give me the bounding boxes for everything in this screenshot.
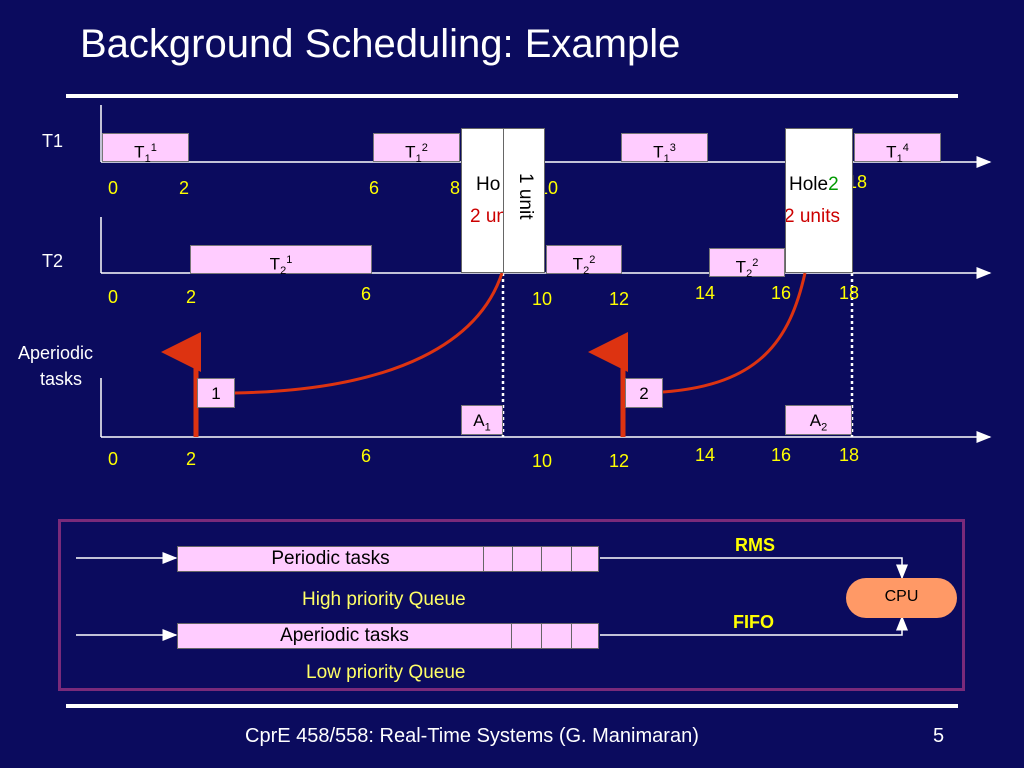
- one-unit-label: 1 unit: [515, 173, 536, 220]
- ap-tick-14: 14: [695, 445, 716, 465]
- t2-tick-18: 18: [839, 283, 860, 303]
- t1-tick-2: 2: [179, 178, 190, 198]
- hole-1-label: Ho: [476, 174, 501, 195]
- task-box-t1-4: T14: [854, 133, 941, 165]
- footer-page-number: 5: [933, 725, 945, 747]
- t2-tick-12: 12: [609, 289, 630, 309]
- t2-tick-16: 16: [771, 283, 792, 303]
- cpu-node: CPU: [846, 578, 957, 618]
- ap-tick-12: 12: [609, 451, 630, 471]
- t2-tick-10: 10: [532, 289, 553, 309]
- ap-tick-16: 16: [771, 445, 792, 465]
- high-priority-caption: High priority Queue: [302, 589, 466, 610]
- periodic-slot-divider: [541, 547, 542, 571]
- aperiodic-slot-divider: [571, 624, 572, 648]
- row-label-t1: T1: [42, 131, 64, 151]
- t2-tick-6: 6: [361, 284, 372, 304]
- queue-arrows: [76, 552, 908, 641]
- task-box-t2-2b: T22: [709, 248, 785, 280]
- task-box-t2-2a: T22: [546, 245, 622, 277]
- low-priority-caption: Low priority Queue: [306, 662, 466, 683]
- aperiodic-arrival-2: 2: [625, 378, 663, 408]
- t1-tick-6: 6: [369, 178, 380, 198]
- page-title: Background Scheduling: Example: [80, 22, 681, 66]
- hole-2-units: 2 units: [785, 206, 840, 227]
- t2-tick-2: 2: [186, 287, 197, 307]
- periodic-slot-divider: [512, 547, 513, 571]
- task-box-t2-1: T21: [190, 245, 372, 277]
- title-rule: [66, 94, 958, 98]
- hole-2-label: Hole2: [789, 174, 839, 195]
- row-label-aperiodic-1: Aperiodic: [18, 343, 94, 363]
- ap-tick-0: 0: [108, 449, 119, 469]
- hole-1-units: 2 un: [470, 206, 507, 227]
- curve-2-to-hole: [662, 272, 807, 394]
- task-box-t1-3: T13: [621, 133, 708, 165]
- periodic-slot-divider: [483, 547, 484, 571]
- ap-tick-2: 2: [186, 449, 197, 469]
- t1-tick-8: 8: [450, 178, 461, 198]
- one-unit-box: 1 unit: [503, 128, 545, 273]
- aperiodic-exec-a1: A1: [461, 405, 503, 435]
- ap-tick-10: 10: [532, 451, 553, 471]
- footer-rule: [66, 704, 958, 708]
- row-label-aperiodic-2: tasks: [40, 369, 83, 389]
- curve-1-to-hole: [234, 272, 504, 395]
- aperiodic-queue: Aperiodic tasks: [177, 623, 599, 649]
- aperiodic-exec-a2: A2: [785, 405, 852, 435]
- hole-2: Hole2 2 units: [785, 128, 853, 273]
- aperiodic-arrival-1: 1: [197, 378, 235, 408]
- t1-tick-0: 0: [108, 178, 119, 198]
- rms-label: RMS: [735, 535, 775, 555]
- ap-tick-6: 6: [361, 446, 372, 466]
- queue-panel: [58, 519, 965, 691]
- row-label-t2: T2: [42, 251, 64, 271]
- fifo-label: FIFO: [733, 612, 774, 632]
- t2-tick-14: 14: [695, 283, 716, 303]
- ap-tick-18: 18: [839, 445, 860, 465]
- aperiodic-queue-label: Aperiodic tasks: [280, 625, 409, 646]
- periodic-queue: Periodic tasks: [177, 546, 599, 572]
- aperiodic-slot-divider: [511, 624, 512, 648]
- periodic-slot-divider: [571, 547, 572, 571]
- periodic-queue-label: Periodic tasks: [271, 548, 390, 569]
- task-box-t1-2: T12: [373, 133, 460, 165]
- footer-course: CprE 458/558: Real-Time Systems (G. Mani…: [245, 725, 699, 747]
- t2-tick-0: 0: [108, 287, 119, 307]
- task-box-t1-1: T11: [102, 133, 189, 165]
- aperiodic-slot-divider: [541, 624, 542, 648]
